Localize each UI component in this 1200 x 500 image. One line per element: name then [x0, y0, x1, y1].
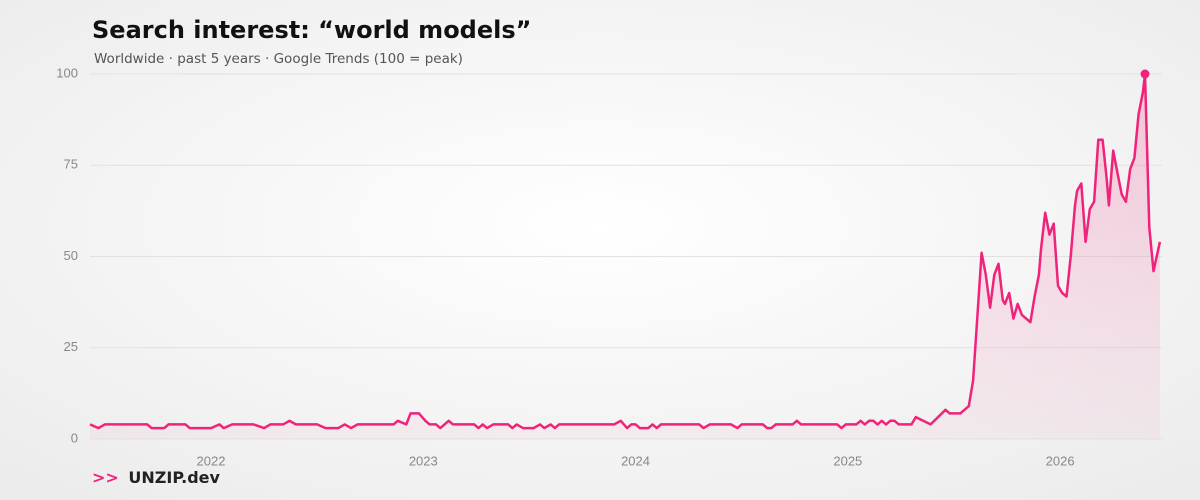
- chart-title: Search interest: “world models”: [92, 16, 531, 44]
- peak-marker: [1140, 69, 1150, 79]
- y-tick-label: 25: [64, 339, 78, 354]
- y-tick-label: 75: [64, 157, 78, 172]
- brand: >> UNZIP.dev: [92, 468, 221, 487]
- brand-prefix: >>: [92, 468, 119, 487]
- line: [89, 72, 1162, 430]
- plot: 0 25 50 75 100 2022 2023 2024 2025 2026: [56, 65, 1162, 468]
- chart-subtitle: Worldwide · past 5 years · Google Trends…: [94, 51, 463, 67]
- x-tick-label: 2022: [197, 453, 226, 468]
- brand-name: UNZIP.dev: [128, 468, 220, 487]
- area: [90, 74, 1160, 439]
- x-tick-label: 2023: [409, 453, 438, 468]
- y-tick-label: 50: [64, 248, 78, 263]
- x-tick-label: 2026: [1046, 453, 1075, 468]
- y-tick-label: 0: [71, 430, 78, 445]
- x-tick-label: 2024: [621, 453, 650, 468]
- x-tick-label: 2025: [833, 453, 862, 468]
- y-tick-label: 100: [56, 65, 78, 80]
